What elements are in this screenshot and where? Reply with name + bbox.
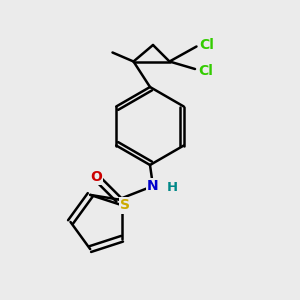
Text: H: H <box>167 181 178 194</box>
Text: N: N <box>147 179 159 193</box>
Text: O: O <box>90 170 102 184</box>
Text: S: S <box>120 198 130 212</box>
Text: Cl: Cl <box>198 64 213 77</box>
Text: Cl: Cl <box>200 38 214 52</box>
